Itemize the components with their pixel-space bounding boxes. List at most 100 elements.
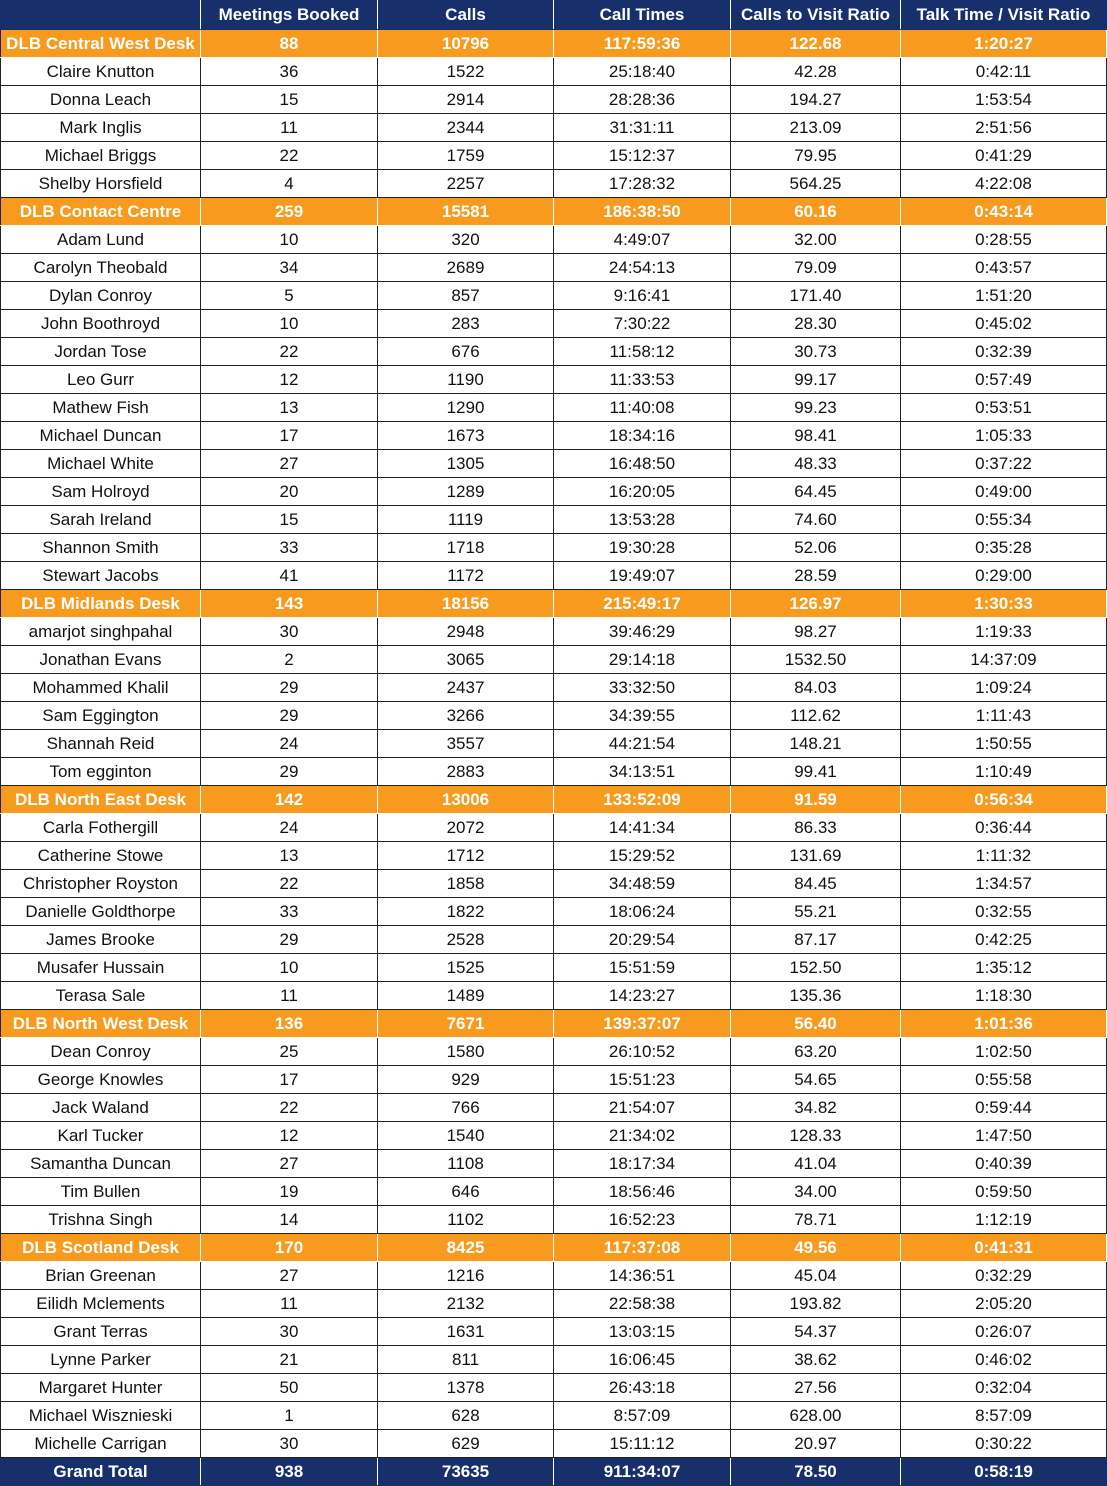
table-cell: 766 (377, 1093, 554, 1122)
desk-name-cell: DLB Scotland Desk (0, 1233, 201, 1262)
table-cell: 112.62 (730, 701, 901, 730)
table-cell: 171.40 (730, 281, 901, 310)
table-cell: 20.97 (730, 1429, 901, 1458)
agent-name-cell: Michael Briggs (0, 141, 201, 170)
table-cell: 1305 (377, 449, 554, 478)
table-cell: 1489 (377, 981, 554, 1010)
table-cell: 27 (200, 1149, 378, 1178)
agent-name-cell: Michael Duncan (0, 421, 201, 450)
table-cell: 42.28 (730, 57, 901, 86)
table-cell: 22 (200, 1093, 378, 1122)
agent-name-cell: Margaret Hunter (0, 1373, 201, 1402)
table-cell: 10 (200, 225, 378, 254)
table-cell: 1:47:50 (900, 1121, 1107, 1150)
header-row: Meetings Booked Calls Call Times Calls t… (0, 0, 1107, 30)
table-cell: 1631 (377, 1317, 554, 1346)
desk-summary-cell: 259 (200, 197, 378, 226)
table-cell: 24 (200, 813, 378, 842)
table-cell: 98.41 (730, 421, 901, 450)
table-cell: 99.41 (730, 757, 901, 786)
table-cell: 22 (200, 337, 378, 366)
table-row: Claire Knutton 36 1522 25:18:40 42.28 0:42:11 (0, 57, 1107, 86)
desk-name-cell: DLB North East Desk (0, 785, 201, 814)
table-cell: 30.73 (730, 337, 901, 366)
agent-name-cell: Jonathan Evans (0, 645, 201, 674)
table-cell: 1289 (377, 477, 554, 506)
table-cell: 628 (377, 1401, 554, 1430)
table-cell: 21:54:07 (553, 1093, 731, 1122)
table-cell: 31:31:11 (553, 113, 731, 142)
table-cell: 30 (200, 617, 378, 646)
table-cell: 929 (377, 1065, 554, 1094)
table-cell: 15 (200, 85, 378, 114)
table-cell: 3065 (377, 645, 554, 674)
agent-name-cell: Musafer Hussain (0, 953, 201, 982)
table-cell: 1216 (377, 1261, 554, 1290)
table-row: Samantha Duncan 27 1108 18:17:34 41.04 0:40:3… (0, 1149, 1107, 1178)
desk-summary-cell: 1:01:36 (900, 1009, 1107, 1038)
desk-summary-row: DLB Central West Desk 88 10796 117:59:36 122… (0, 29, 1107, 58)
table-row: Jordan Tose 22 676 11:58:12 30.73 0:32:39 (0, 337, 1107, 366)
table-cell: 628.00 (730, 1401, 901, 1430)
table-cell: 14:41:34 (553, 813, 731, 842)
table-cell: 18:34:16 (553, 421, 731, 450)
table-cell: 1:05:33 (900, 421, 1107, 450)
table-cell: 17 (200, 421, 378, 450)
table-cell: 0:45:02 (900, 309, 1107, 338)
table-cell: 19 (200, 1177, 378, 1206)
table-cell: 13:03:15 (553, 1317, 731, 1346)
desk-summary-cell: 15581 (377, 197, 554, 226)
table-row: Danielle Goldthorpe 33 1822 18:06:24 55.21 0:… (0, 897, 1107, 926)
table-row: Lynne Parker 21 811 16:06:45 38.62 0:46:02 (0, 1345, 1107, 1374)
table-cell: 676 (377, 337, 554, 366)
desk-summary-cell: 122.68 (730, 29, 901, 58)
table-cell: 11 (200, 1289, 378, 1318)
table-row: Mathew Fish 13 1290 11:40:08 99.23 0:53:51 (0, 393, 1107, 422)
header-cell-call-times: Call Times (553, 0, 731, 30)
table-cell: 1673 (377, 421, 554, 450)
table-cell: 54.37 (730, 1317, 901, 1346)
table-row: Michael Wisznieski 1 628 8:57:09 628.00 8:57:… (0, 1401, 1107, 1430)
agent-name-cell: Mohammed Khalil (0, 673, 201, 702)
desk-summary-cell: 0:41:31 (900, 1233, 1107, 1262)
desk-summary-row: DLB North West Desk 136 7671 139:37:07 56.40… (0, 1009, 1107, 1038)
table-cell: 29:14:18 (553, 645, 731, 674)
table-cell: 2948 (377, 617, 554, 646)
table-cell: 16:06:45 (553, 1345, 731, 1374)
agent-name-cell: Dean Conroy (0, 1037, 201, 1066)
table-cell: 1:19:33 (900, 617, 1107, 646)
agent-name-cell: John Boothroyd (0, 309, 201, 338)
table-cell: 26:10:52 (553, 1037, 731, 1066)
table-cell: 12 (200, 1121, 378, 1150)
desk-summary-cell: 56.40 (730, 1009, 901, 1038)
table-cell: 16:48:50 (553, 449, 731, 478)
table-cell: 11:58:12 (553, 337, 731, 366)
table-row: John Boothroyd 10 283 7:30:22 28.30 0:45:02 (0, 309, 1107, 338)
table-cell: 11:40:08 (553, 393, 731, 422)
table-cell: 34.00 (730, 1177, 901, 1206)
desk-summary-row: DLB Midlands Desk 143 18156 215:49:17 126.97… (0, 589, 1107, 618)
table-cell: 1:11:32 (900, 841, 1107, 870)
table-cell: 14:37:09 (900, 645, 1107, 674)
table-row: Jonathan Evans 2 3065 29:14:18 1532.50 14:37:… (0, 645, 1107, 674)
table-cell: 33 (200, 533, 378, 562)
table-cell: 629 (377, 1429, 554, 1458)
table-row: Margaret Hunter 50 1378 26:43:18 27.56 0:32:0… (0, 1373, 1107, 1402)
table-cell: 26:43:18 (553, 1373, 731, 1402)
table-cell: 0:32:04 (900, 1373, 1107, 1402)
table-row: Eilidh Mclements 11 2132 22:58:38 193.82 2:05… (0, 1289, 1107, 1318)
agent-name-cell: Michelle Carrigan (0, 1429, 201, 1458)
table-cell: 152.50 (730, 953, 901, 982)
table-cell: 28:28:36 (553, 85, 731, 114)
table-cell: 41 (200, 561, 378, 590)
table-cell: 0:41:29 (900, 141, 1107, 170)
table-cell: 28.59 (730, 561, 901, 590)
table-row: Karl Tucker 12 1540 21:34:02 128.33 1:47:50 (0, 1121, 1107, 1150)
report-body: DLB Central West Desk 88 10796 117:59:36 122… (0, 29, 1107, 1458)
table-cell: 11 (200, 113, 378, 142)
total-cell: 0:58:19 (900, 1457, 1107, 1486)
table-cell: 4:22:08 (900, 169, 1107, 198)
agent-name-cell: Carolyn Theobald (0, 253, 201, 282)
agent-name-cell: Shannon Smith (0, 533, 201, 562)
desk-summary-cell: 117:37:08 (553, 1233, 731, 1262)
